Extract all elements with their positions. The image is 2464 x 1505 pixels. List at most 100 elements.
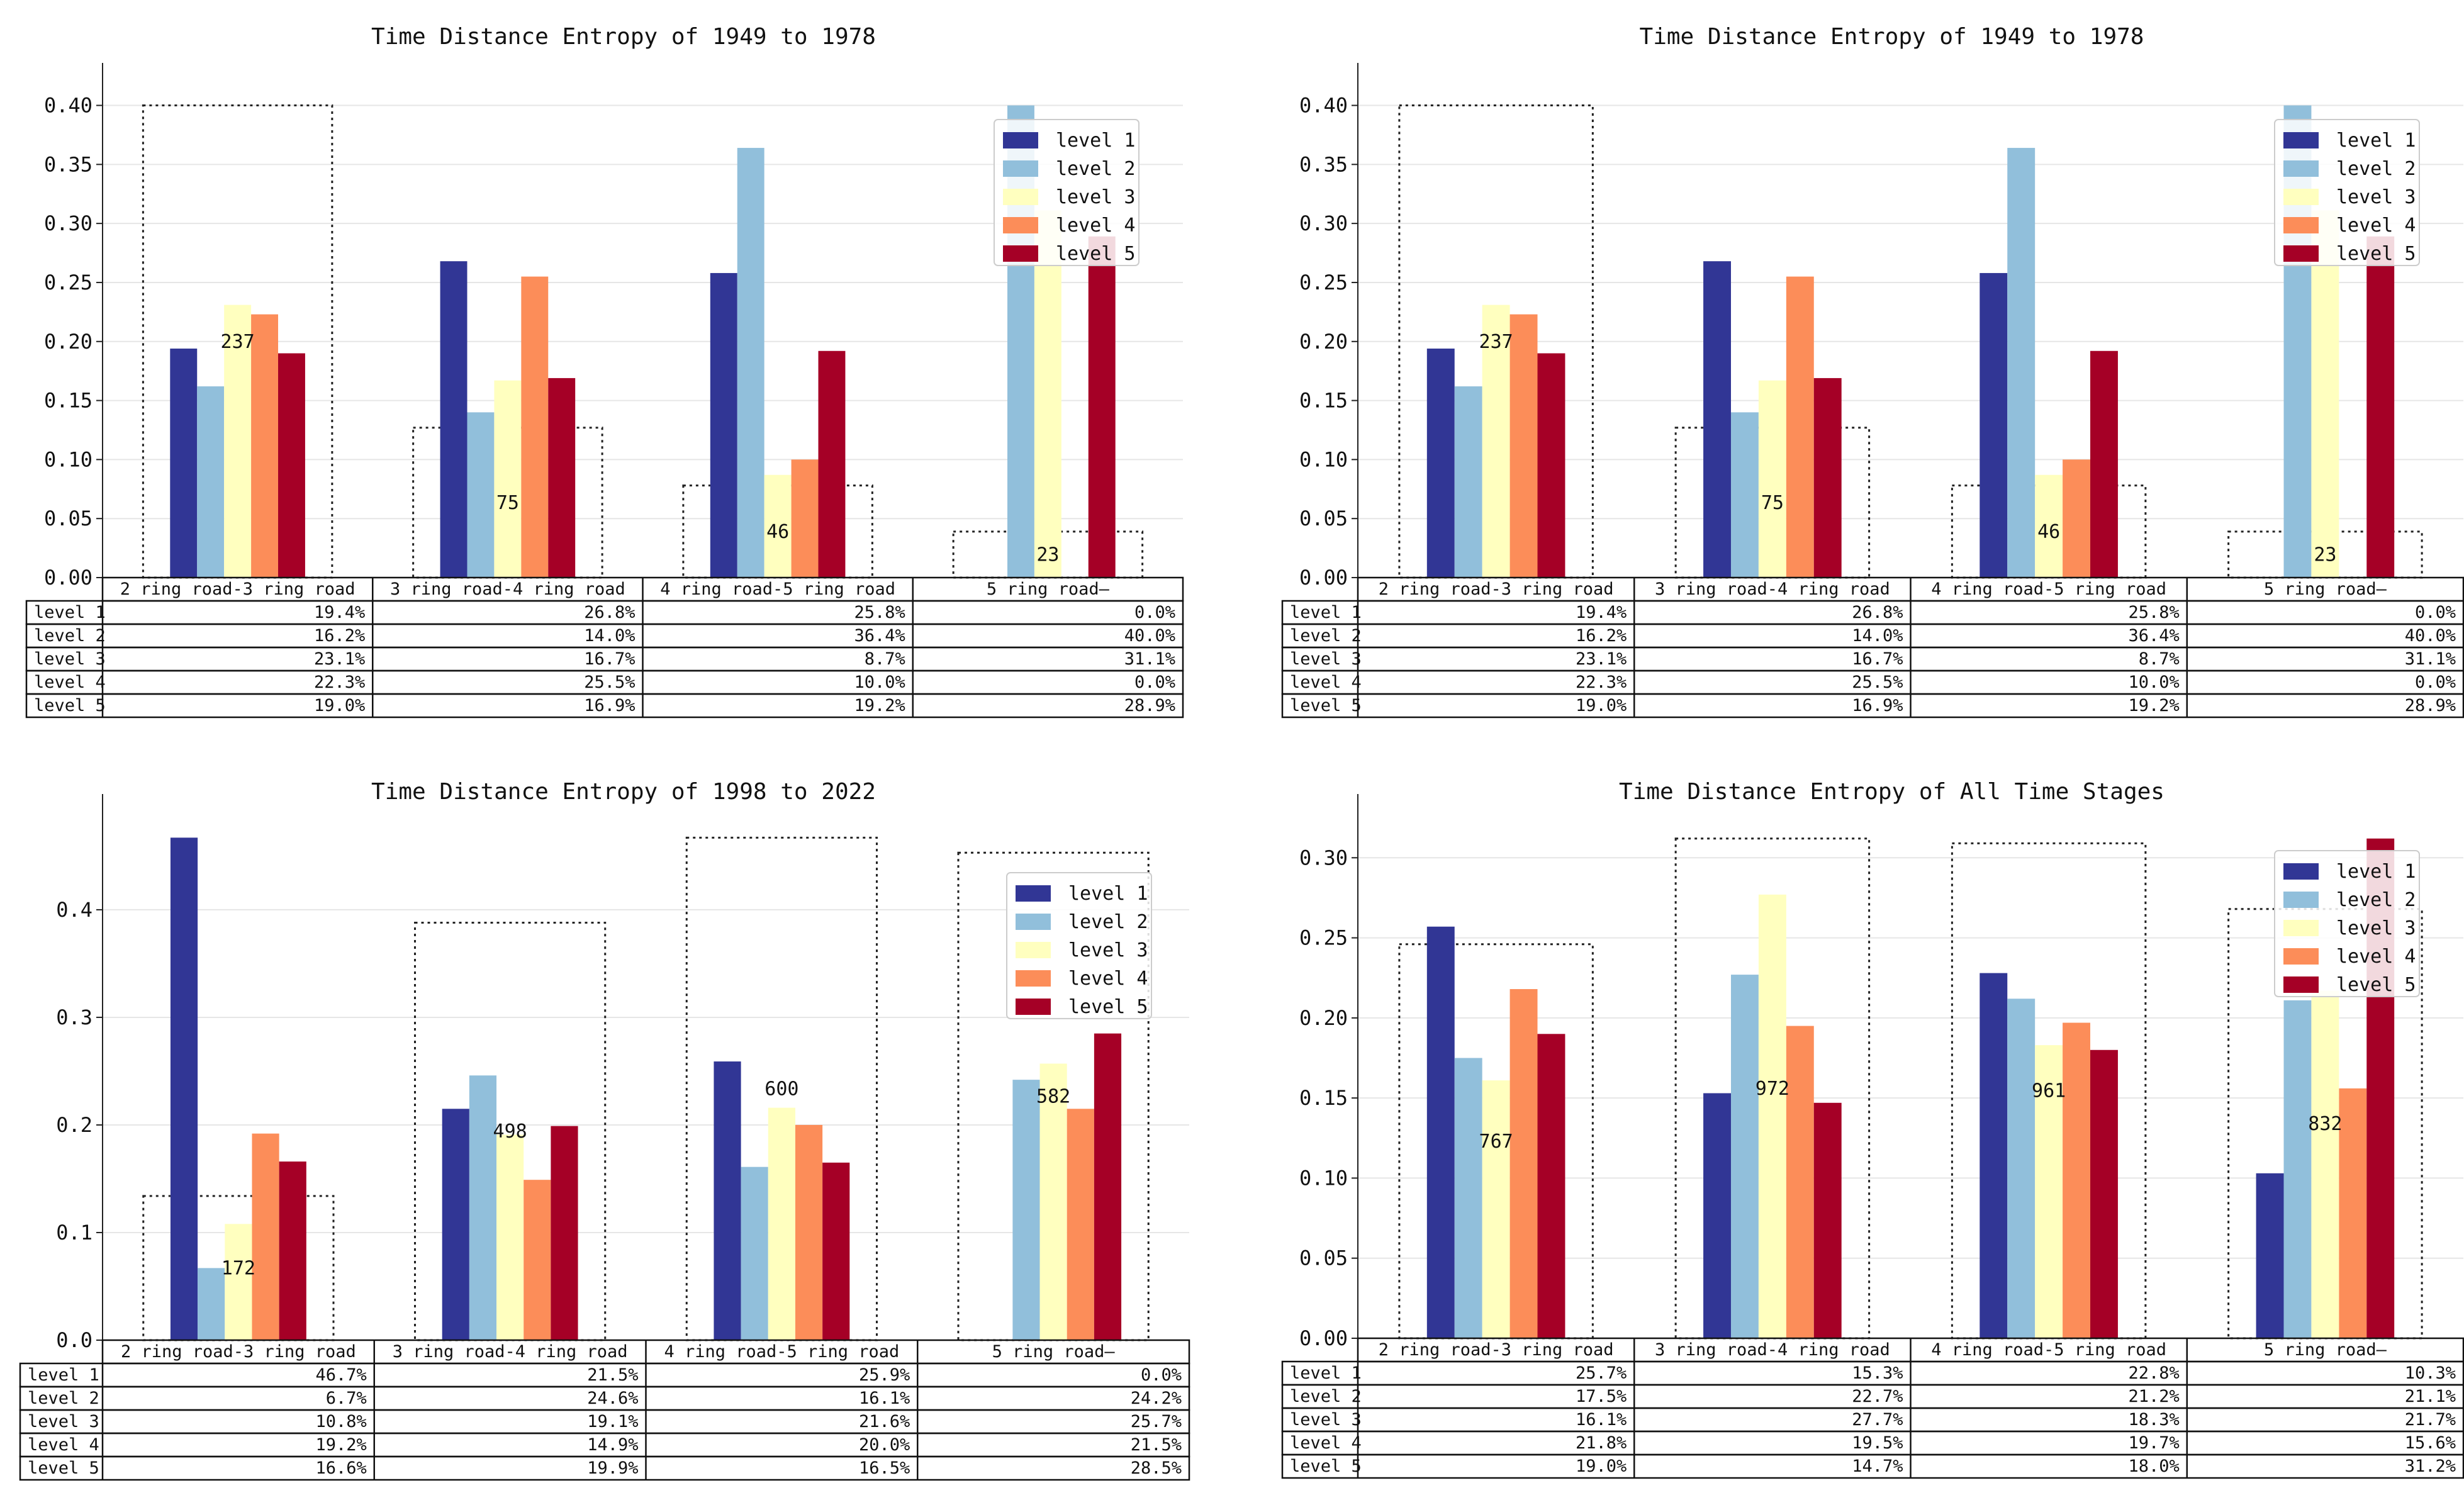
table-cell: 0.0% [2415, 673, 2456, 692]
count-label: 75 [1761, 492, 1784, 514]
legend-label: level 2 [2336, 889, 2416, 911]
y-tick-label: 0.20 [1299, 1006, 1348, 1030]
legend-swatch [1016, 999, 1051, 1015]
count-label: 498 [493, 1121, 527, 1143]
count-label: 832 [2308, 1113, 2342, 1135]
bar-level-1 [1426, 349, 1455, 578]
y-tick-label: 0.20 [1299, 330, 1348, 354]
table-row-label: level 4 [28, 1435, 99, 1455]
bar-level-1 [170, 837, 198, 1340]
bar-level-5 [1813, 378, 1842, 578]
table-col-header: 2 ring road-3 ring road [120, 579, 356, 599]
bar-level-5 [2090, 1049, 2118, 1338]
bar-level-4 [2063, 1022, 2091, 1338]
table-cell: 18.0% [2128, 1457, 2179, 1476]
table-cell: 10.3% [2405, 1363, 2456, 1383]
table-cell: 19.2% [315, 1435, 366, 1455]
legend-label: level 4 [2336, 215, 2416, 237]
table-cell: 14.7% [1852, 1457, 1903, 1476]
table-cell: 17.5% [1576, 1387, 1627, 1406]
table-row-label: level 4 [1290, 673, 1362, 692]
legend-swatch [1003, 132, 1038, 148]
bar-level-2 [2007, 148, 2036, 578]
bar-level-2 [1454, 386, 1482, 578]
table-cell: 20.0% [859, 1435, 910, 1455]
table-cell: 0.0% [1141, 1365, 1182, 1385]
table-col-header: 3 ring road-4 ring road [390, 579, 625, 599]
bar-level-3 [1758, 894, 1786, 1338]
table-row-label: level 1 [34, 603, 106, 622]
table-row [1281, 1453, 2464, 1479]
table-cell: 19.0% [1576, 696, 1627, 715]
table-cell: 0.0% [1134, 603, 1175, 622]
table-row-label: level 2 [34, 626, 106, 646]
table-col-header: 3 ring road-4 ring road [1655, 579, 1890, 599]
bar-level-5 [1094, 1033, 1122, 1340]
table-cell: 25.5% [584, 673, 635, 692]
bar-level-2 [467, 412, 495, 578]
table-cell: 16.5% [859, 1458, 910, 1478]
chart-panel-1: Time Distance Entropy of 1949 to 1978 0.0… [25, 24, 1184, 719]
table-cell: 21.7% [2405, 1410, 2456, 1429]
y-tick-label: 0.1 [56, 1221, 92, 1245]
table-row-label: level 3 [28, 1412, 99, 1431]
bar-level-5 [1537, 353, 1565, 578]
legend-label: level 5 [1068, 996, 1148, 1018]
bar-level-4 [1509, 989, 1538, 1338]
table-row-label: level 3 [1290, 649, 1362, 669]
legend: level 1 level 2 level 3 level 4 level 5 [1006, 872, 1152, 1019]
table-cell: 6.7% [326, 1389, 367, 1408]
bar-level-4 [1786, 1026, 1814, 1338]
table-cell: 19.2% [854, 696, 905, 715]
legend-swatch [1016, 942, 1051, 958]
table-col-header: 3 ring road-4 ring road [1655, 1340, 1890, 1360]
bar-level-1 [714, 1061, 741, 1340]
bar-level-2 [469, 1075, 497, 1340]
bar-level-2 [1730, 975, 1759, 1338]
bar-level-1 [1980, 973, 2008, 1338]
table-cell: 40.0% [2405, 626, 2456, 646]
table-col-header: 2 ring road-3 ring road [1379, 1340, 1614, 1360]
y-tick-label: 0.00 [1299, 1326, 1348, 1350]
count-box [414, 921, 607, 1341]
bar-level-3 [494, 380, 522, 578]
table-cell: 22.7% [1852, 1387, 1903, 1406]
table-cell: 19.4% [1576, 603, 1627, 622]
table-cell: 19.0% [314, 696, 365, 715]
table-cell: 22.8% [2128, 1363, 2179, 1383]
bar-level-1 [440, 261, 468, 578]
y-tick-label: 0.40 [1299, 94, 1348, 118]
bar-level-1 [170, 349, 198, 578]
bar-level-5 [2090, 350, 2118, 578]
table-cell: 16.7% [584, 649, 635, 669]
legend-label: level 5 [1056, 243, 1135, 265]
y-tick-label: 0.15 [44, 389, 92, 413]
table-cell: 31.1% [2405, 649, 2456, 669]
bar-level-2 [2283, 1000, 2312, 1338]
bar-level-4 [1509, 314, 1538, 578]
y-tick-label: 0.20 [44, 330, 92, 354]
table-cell: 31.2% [2405, 1457, 2456, 1476]
y-tick-label: 0.10 [44, 447, 92, 471]
legend-label: level 2 [2336, 158, 2416, 180]
legend-swatch [2283, 920, 2319, 936]
bar-level-5 [1537, 1034, 1565, 1338]
count-box [1674, 837, 1871, 1340]
bar-level-2 [198, 1268, 225, 1340]
table-col-header: 4 ring road-5 ring road [1931, 579, 2166, 599]
table-col-header: 2 ring road-3 ring road [121, 1342, 356, 1362]
table-cell: 16.9% [1852, 696, 1903, 715]
bar-level-4 [1067, 1109, 1094, 1340]
bar-level-4 [2339, 1088, 2367, 1338]
table-cell: 21.2% [2128, 1387, 2179, 1406]
table-cell: 26.8% [1852, 603, 1903, 622]
bar-level-4 [524, 1180, 551, 1340]
table-cell: 21.5% [587, 1365, 638, 1385]
legend-swatch [2283, 217, 2319, 233]
bar-level-1 [1980, 272, 2008, 578]
bar-level-2 [1454, 1058, 1482, 1338]
table-row-label: level 2 [28, 1389, 99, 1408]
table-cell: 14.0% [584, 626, 635, 646]
bar-level-1 [442, 1109, 469, 1340]
bar-level-3 [1482, 1080, 1510, 1338]
